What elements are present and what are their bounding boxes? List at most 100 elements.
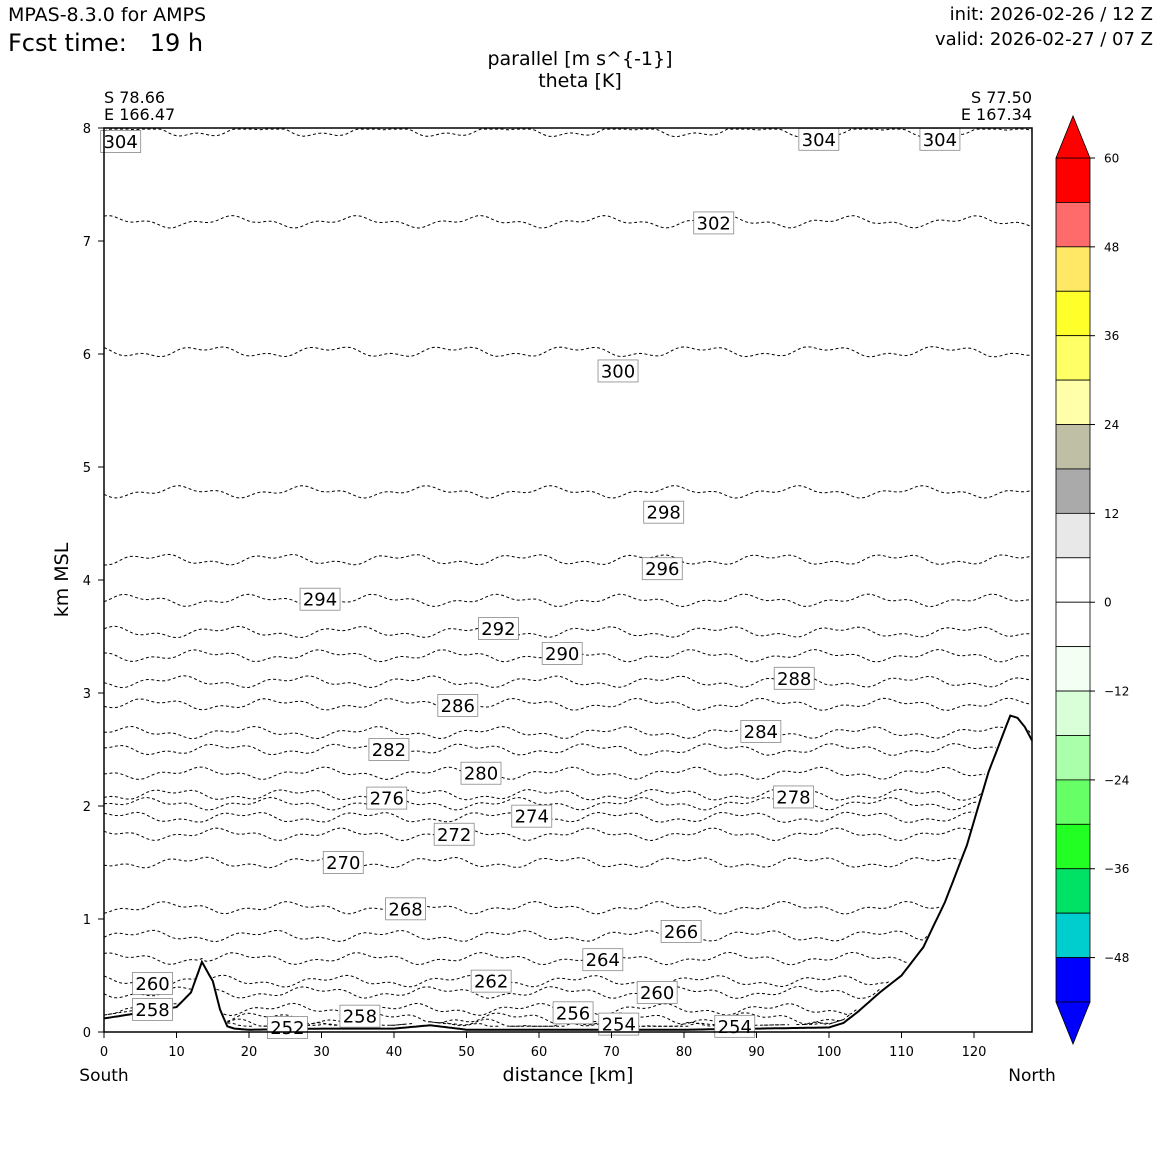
- theta-contour-286: [103, 697, 1033, 711]
- theta-contour-280: [103, 766, 985, 780]
- theta-contour-276: [103, 796, 978, 811]
- contour-label-box: [339, 1004, 381, 1028]
- theta-contour-304: [103, 128, 1033, 138]
- contour-label-box: [132, 998, 173, 1021]
- y-tick-label: 4: [83, 574, 91, 589]
- colorbar-segment: [1055, 246, 1091, 292]
- contour-label-box: [132, 972, 173, 995]
- theta-contour-260: [103, 985, 881, 999]
- right-end-latitude: S 77.50: [970, 88, 1032, 107]
- contour-label-box: [433, 822, 475, 846]
- y-tick-label: 7: [83, 235, 91, 250]
- contour-label: 280: [464, 764, 498, 785]
- theta-contour-266: [103, 929, 928, 943]
- contour-label-box: [385, 897, 427, 921]
- colorbar-segment: [1055, 912, 1091, 958]
- contour-label: 284: [744, 722, 778, 743]
- contour-label-box: [552, 1001, 594, 1025]
- theta-contour-256: [107, 1010, 852, 1025]
- x-tick-label: 20: [241, 1045, 258, 1060]
- contour-label-box: [368, 738, 410, 761]
- contour-label-box: [366, 786, 408, 810]
- colorbar-segment: [1055, 779, 1091, 825]
- contour-label: 272: [437, 825, 471, 846]
- contour-label-box: [740, 720, 782, 743]
- contour-label-group: 278: [773, 785, 814, 808]
- colorbar-tick-label: −48: [1104, 951, 1129, 965]
- contour-label: 274: [515, 807, 549, 828]
- init-time: init: 2026-02-26 / 12 Z: [949, 4, 1153, 25]
- colorbar-segment: [1055, 601, 1091, 648]
- contour-label-group: 268: [385, 897, 427, 921]
- contour-label-box: [643, 500, 685, 524]
- colorbar-segment: [1055, 868, 1091, 914]
- colorbar-segment: [1055, 335, 1091, 381]
- contour-label-group: 274: [511, 804, 553, 828]
- x-tick-label: 70: [603, 1045, 620, 1060]
- x-tick-label: 10: [168, 1045, 185, 1060]
- contour-label: 254: [718, 1017, 752, 1038]
- theta-contour-270: [103, 856, 960, 869]
- theta-contour-262: [103, 974, 891, 988]
- colorbar-segment: [1055, 202, 1091, 248]
- contour-label-group: 298: [643, 500, 685, 524]
- x-axis-label: distance [km]: [502, 1064, 634, 1086]
- contour-label: 260: [640, 983, 674, 1004]
- contour-label-group: 300: [597, 359, 639, 383]
- contour-label: 288: [777, 669, 811, 690]
- colorbar-segment: [1055, 957, 1091, 1003]
- contour-label-group: 266: [660, 920, 702, 943]
- colorbar-tick-label: 12: [1104, 507, 1119, 521]
- colorbar-segment: [1055, 557, 1091, 603]
- right-end-longitude: E 167.34: [960, 105, 1032, 124]
- contour-label-group: 260: [132, 972, 173, 995]
- contour-label: 282: [372, 740, 406, 761]
- x-tick-label: 100: [817, 1045, 842, 1060]
- theta-contour-290: [104, 649, 1033, 663]
- contour-label-group: 262: [470, 969, 512, 993]
- colorbar-segment: [1055, 379, 1091, 425]
- contour-label: 296: [645, 559, 679, 580]
- contour-label: 252: [270, 1018, 304, 1039]
- contour-label: 258: [135, 1000, 169, 1021]
- contour-label: 262: [474, 972, 508, 993]
- y-tick-label: 5: [83, 461, 91, 476]
- colorbar-segment: [1055, 735, 1091, 781]
- colorbar-segment: [1055, 290, 1091, 337]
- theta-contour-272: [103, 827, 971, 842]
- theta-contour-264: [103, 951, 909, 966]
- contour-label: 260: [135, 974, 169, 995]
- contour-label-box: [598, 1012, 640, 1036]
- colorbar-segment: [1055, 424, 1091, 470]
- theta-contour-294: [103, 593, 1032, 608]
- colorbar-tick-label: −24: [1104, 773, 1129, 787]
- contour-label-group: 258: [132, 998, 173, 1021]
- contour-label-box: [597, 359, 639, 383]
- contour-label: 304: [923, 130, 957, 151]
- theta-contour-296: [103, 553, 1033, 566]
- colorbar-tick-label: 0: [1104, 596, 1112, 610]
- contour-label-group: 290: [541, 642, 583, 665]
- x-tick-label: 0: [100, 1045, 108, 1060]
- colorbar-tick-label: 48: [1104, 240, 1119, 254]
- contour-label-group: 272: [433, 822, 475, 846]
- forecast-time: Fcst time: 19 h: [8, 29, 204, 57]
- contour-label: 302: [697, 213, 731, 234]
- colorbar-over-arrow: [1055, 114, 1091, 159]
- north-end-label: North: [1008, 1066, 1056, 1086]
- contour-label-box: [322, 851, 364, 874]
- contour-label-group: 276: [366, 786, 408, 810]
- contour-label-group: 256: [552, 1001, 594, 1025]
- x-tick-label: 110: [889, 1045, 914, 1060]
- theta-contour-298: [103, 485, 1033, 499]
- contour-label-group: 254: [714, 1014, 756, 1038]
- x-tick-label: 30: [313, 1045, 330, 1060]
- contour-label: 258: [343, 1007, 377, 1028]
- colorbar-tick-label: 60: [1104, 152, 1119, 166]
- y-tick-label: 3: [83, 687, 91, 702]
- y-tick-label: 2: [83, 800, 91, 815]
- contour-label: 278: [776, 787, 810, 808]
- contour-label-group: 280: [460, 761, 502, 785]
- y-tick-label: 6: [83, 348, 91, 363]
